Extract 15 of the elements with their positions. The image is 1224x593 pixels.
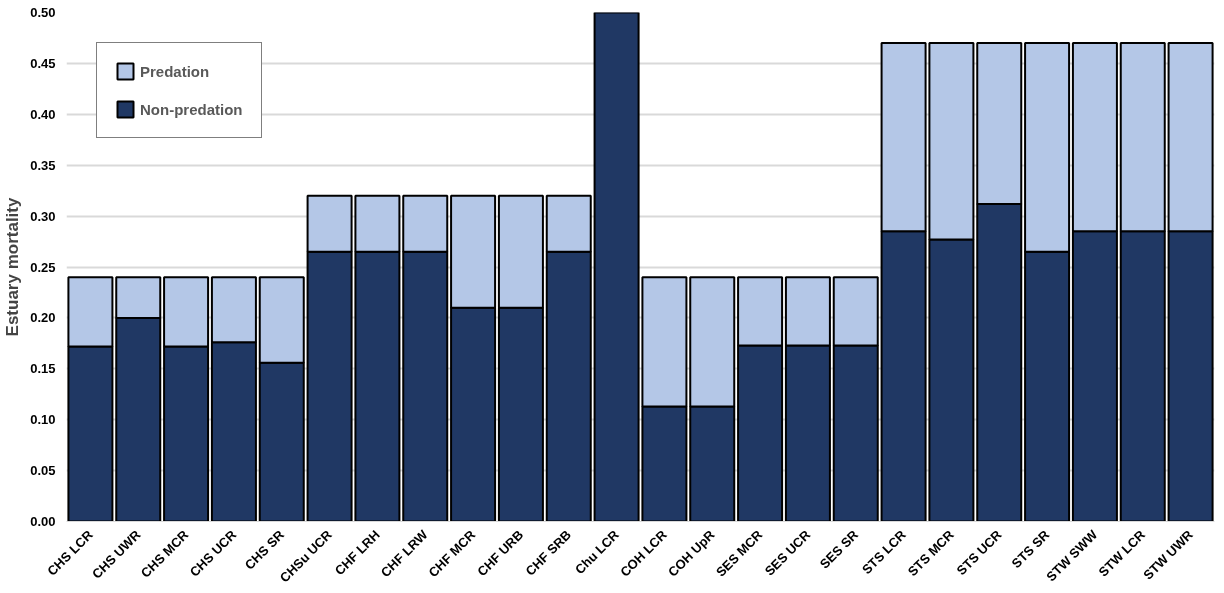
y-tick-label: 0.20: [30, 310, 56, 326]
y-tick-label: 0.45: [30, 55, 56, 71]
y-axis-title: Estuary mortality: [3, 197, 23, 337]
y-tick-label: 0.40: [30, 106, 56, 122]
y-tick-label: 0.50: [30, 5, 56, 20]
legend-label: Non-predation: [140, 100, 243, 118]
legend-label: Predation: [140, 62, 210, 80]
x-tick-label: SES SR: [816, 526, 862, 572]
y-tick-label: 0.05: [30, 463, 56, 479]
y-tick-label: 0.25: [30, 259, 56, 275]
y-tick-label: 0.35: [30, 157, 56, 173]
y-tick-label: 0.30: [30, 208, 56, 224]
y-tick-label: 0.00: [30, 514, 56, 529]
y-tick-label: 0.10: [30, 412, 56, 428]
y-tick-label: 0.15: [30, 361, 56, 377]
